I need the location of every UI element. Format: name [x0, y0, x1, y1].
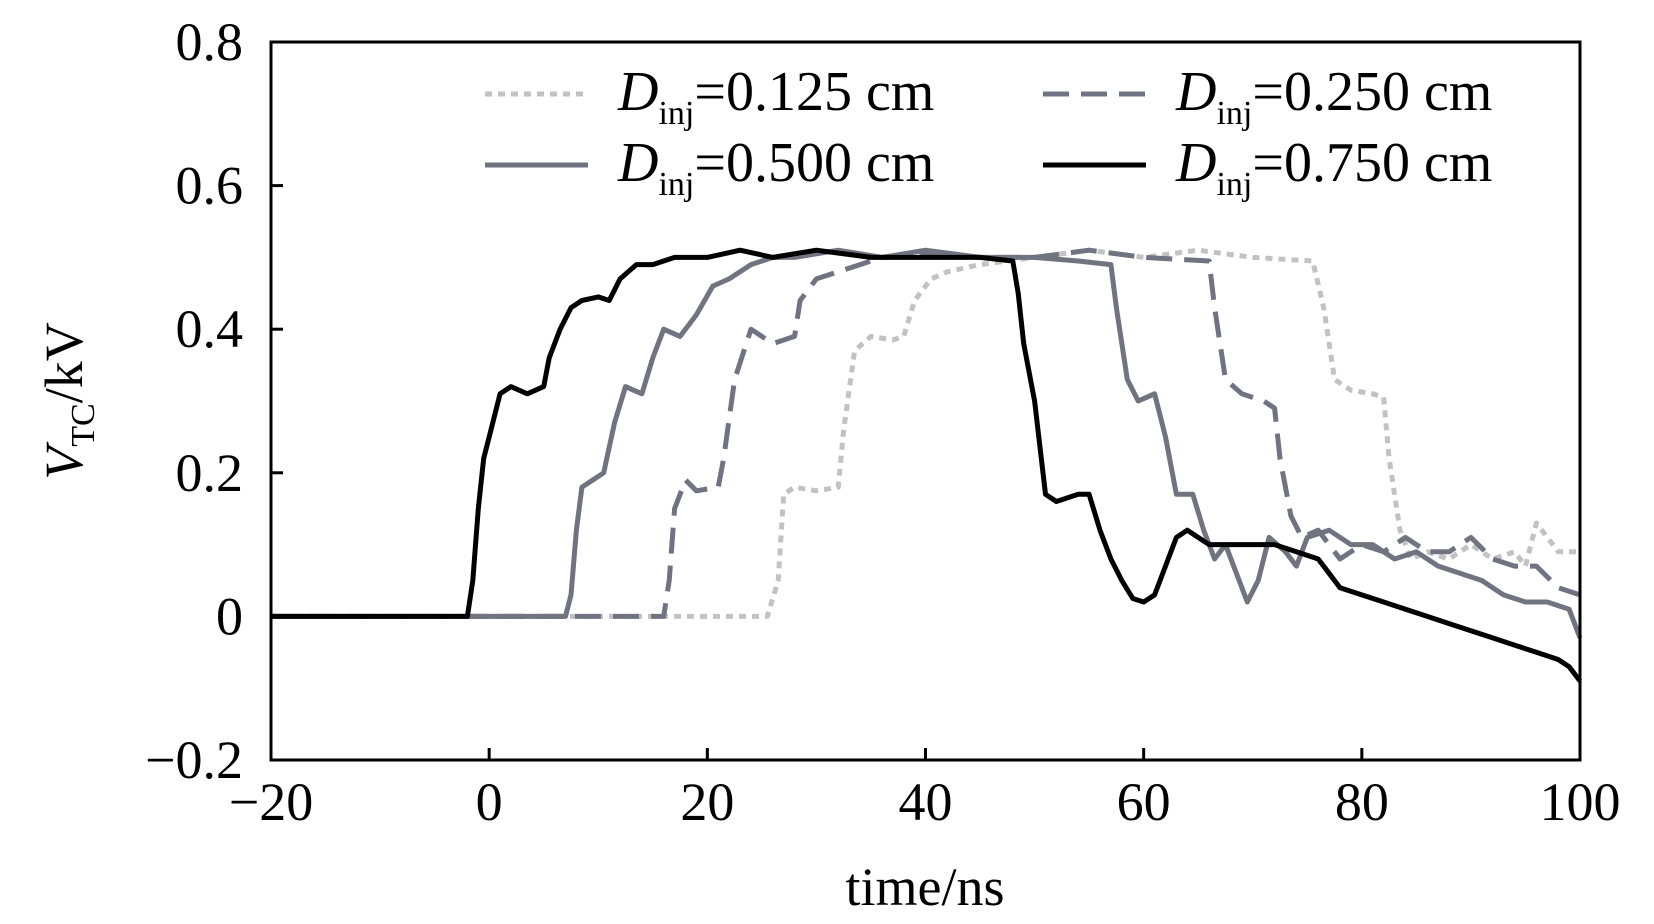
x-tick-label: 60	[1117, 772, 1171, 832]
y-tick-label: 0.2	[176, 443, 244, 503]
legend-label-3: Dinj=0.500 cm	[617, 132, 934, 203]
x-axis-title: time/ns	[846, 857, 1005, 917]
y-tick-label: −0.2	[145, 730, 243, 790]
tick-layer: −20 0 20 40 60 80 100 −0.2 0 0.2 0.4 0.6 0.8	[145, 12, 1620, 832]
legend-label-1: Dinj=0.125 cm	[617, 61, 934, 132]
y-tick-label: 0.8	[176, 12, 244, 72]
x-tick-label: 80	[1335, 772, 1389, 832]
y-axis-title: VTC/kV	[34, 322, 102, 479]
series-line-2	[271, 247, 1581, 619]
x-tick-label: −20	[229, 772, 313, 832]
y-tick-label: 0	[216, 586, 243, 646]
series-layer	[271, 247, 1583, 683]
legend-label-4: Dinj=0.750 cm	[1175, 132, 1492, 203]
x-tick-label: 20	[680, 772, 734, 832]
y-tick-label: 0.6	[176, 156, 244, 216]
series-line-1	[271, 247, 1580, 619]
x-tick-label: 0	[476, 772, 503, 832]
y-axis-title-main: V	[34, 441, 94, 480]
y-axis-title-sub: TC	[65, 403, 102, 446]
legend-label-2: Dinj=0.250 cm	[1175, 61, 1492, 132]
y-axis-title-rest: /kV	[34, 322, 94, 403]
x-tick-label: 40	[899, 772, 953, 832]
series-line-3	[271, 247, 1583, 639]
series-line-4	[271, 247, 1582, 683]
y-tick-label: 0.4	[176, 299, 244, 359]
legend: Dinj=0.125 cm Dinj=0.250 cm Dinj=0.500 cm D…	[485, 61, 1492, 203]
x-tick-label: 100	[1540, 772, 1621, 832]
